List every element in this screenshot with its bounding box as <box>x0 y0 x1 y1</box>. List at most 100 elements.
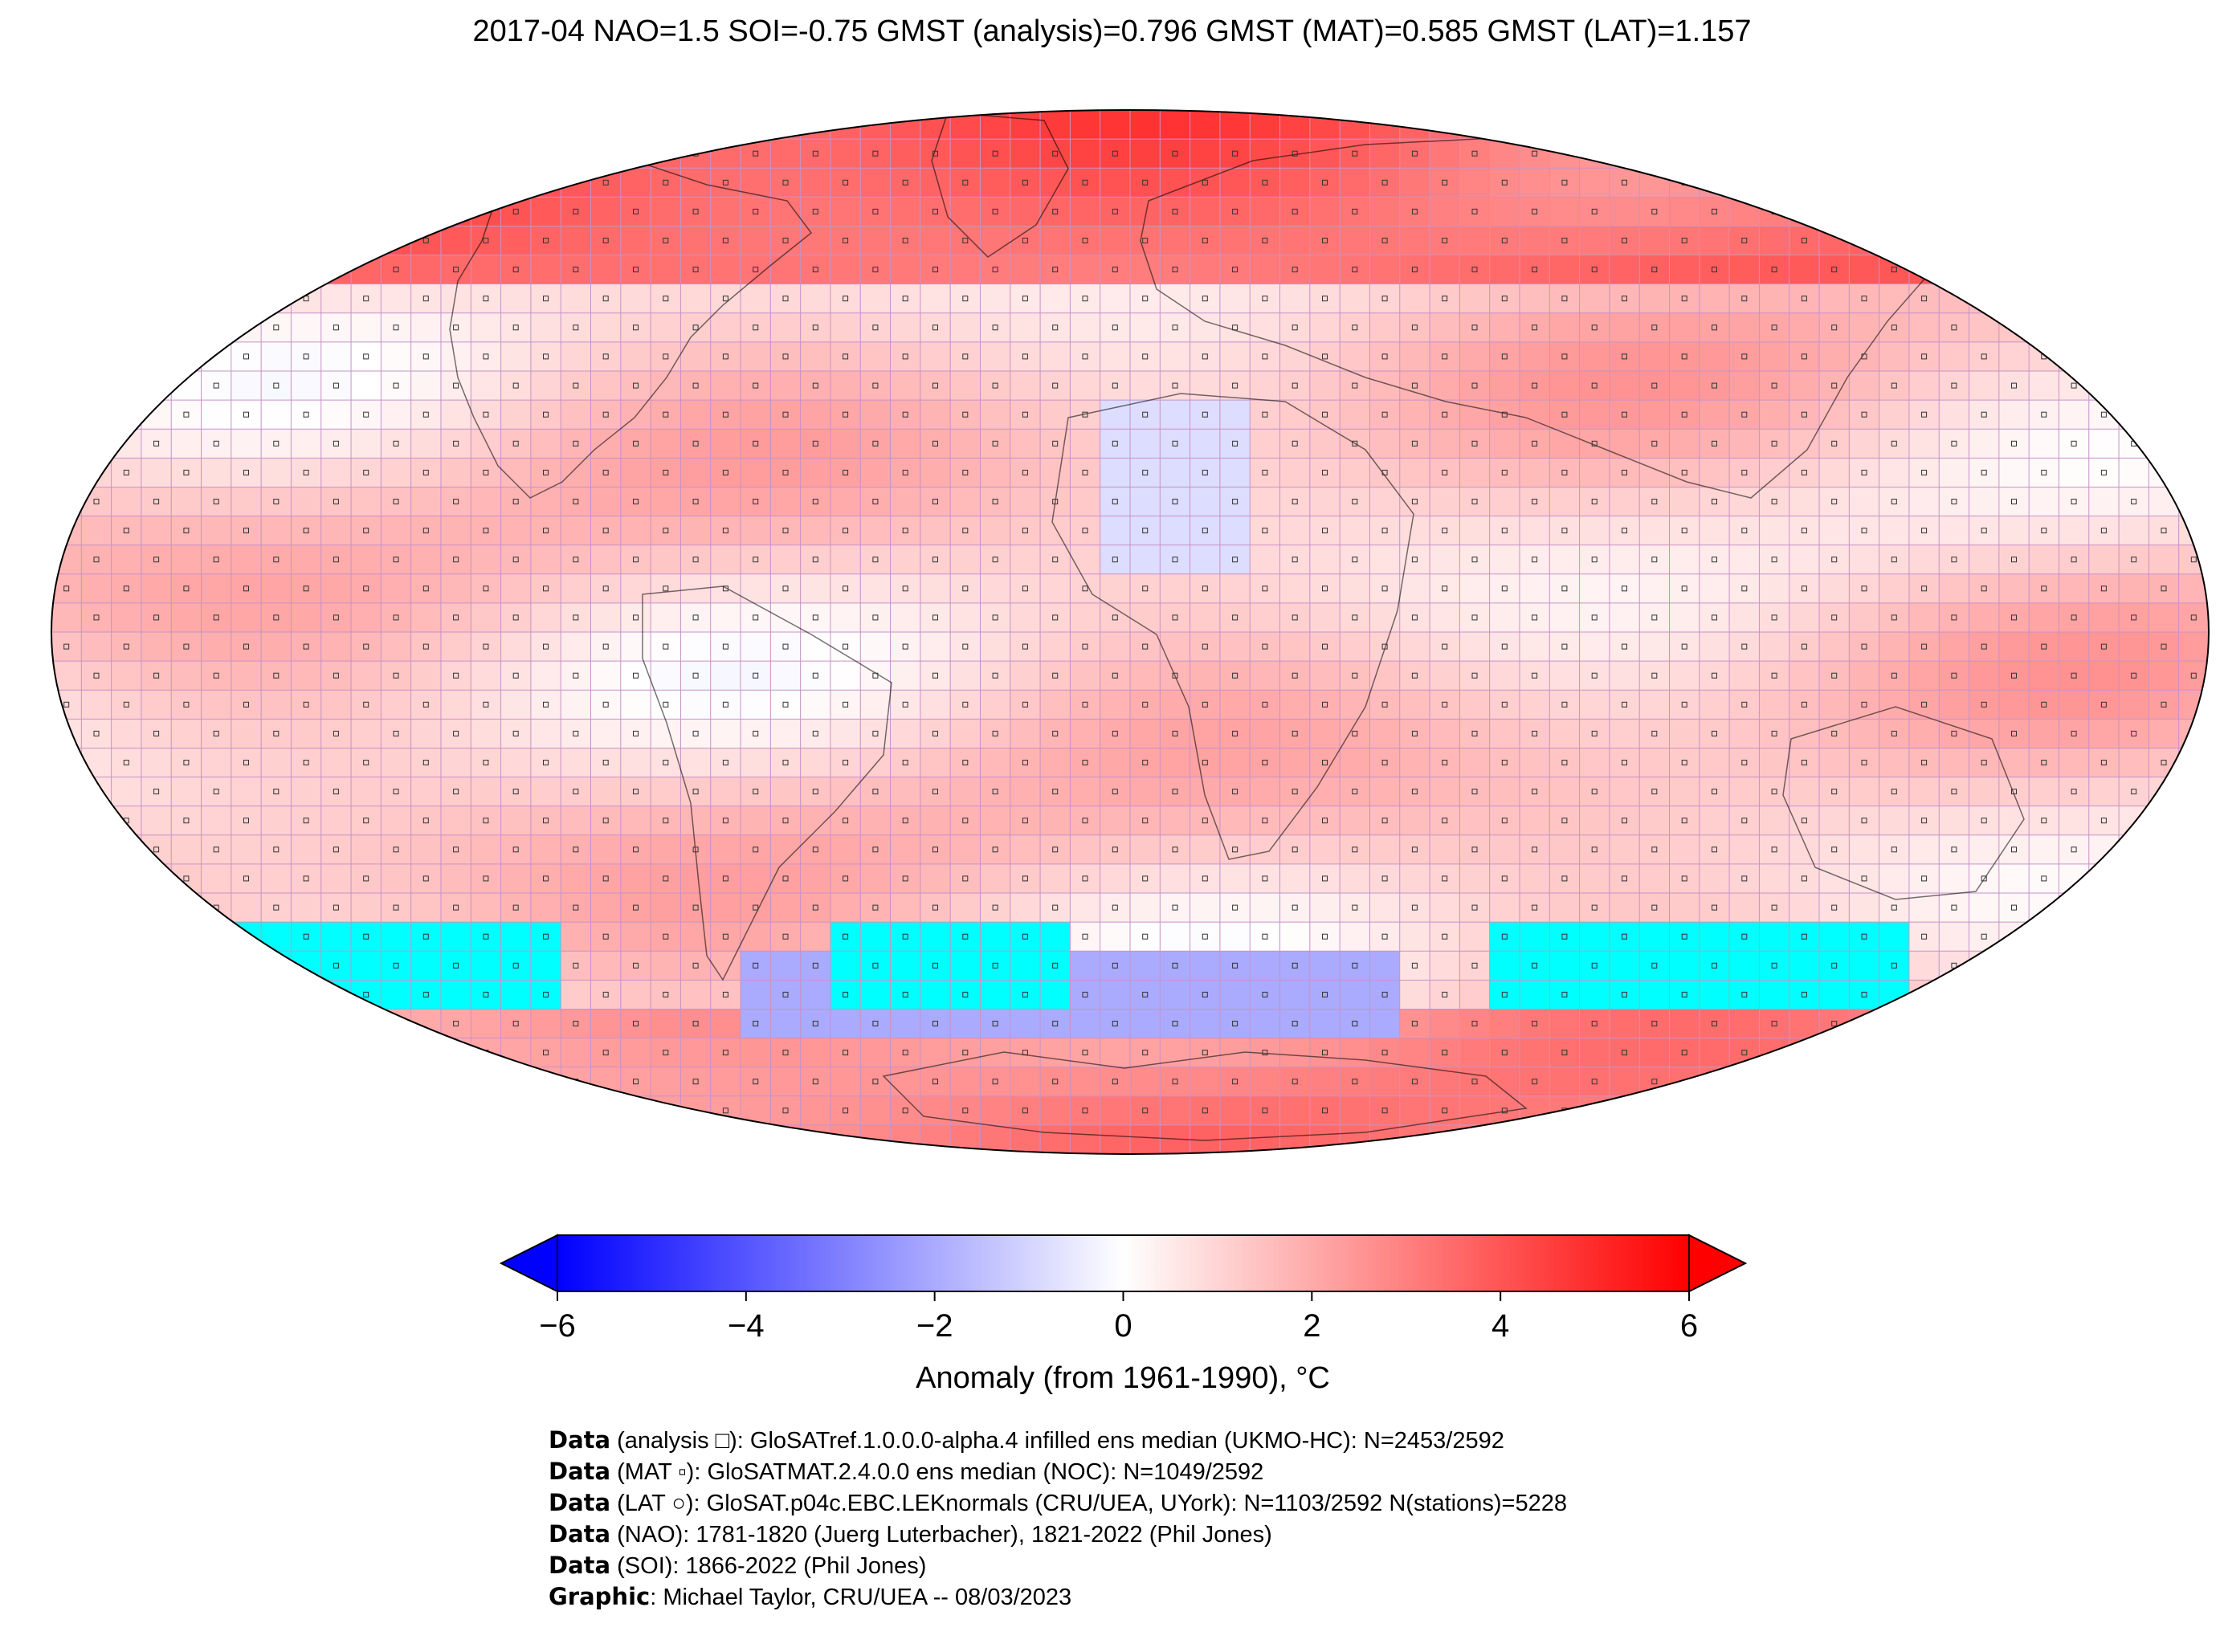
anomaly-cell <box>1939 719 1970 748</box>
anomaly-cell <box>1399 719 1430 748</box>
anomaly-cell <box>1279 312 1311 343</box>
anomaly-cell <box>1789 573 1820 604</box>
anomaly-cell <box>1100 893 1131 923</box>
anomaly-cell <box>561 197 591 226</box>
anomaly-cell <box>1639 429 1670 459</box>
anomaly-cell <box>471 429 502 459</box>
anomaly-cell <box>1489 573 1520 604</box>
anomaly-cell <box>2088 429 2120 459</box>
anomaly-cell <box>1489 834 1520 865</box>
anomaly-cell <box>1070 863 1101 894</box>
anomaly-cell <box>741 632 771 662</box>
anomaly-cell <box>440 226 471 256</box>
anomaly-cell <box>1549 341 1581 372</box>
anomaly-cell <box>561 777 591 807</box>
anomaly-cell <box>1250 487 1281 517</box>
anomaly-cell <box>471 255 502 285</box>
anomaly-cell <box>1759 545 1790 575</box>
anomaly-cell <box>1849 341 1880 372</box>
anomaly-cell <box>1549 748 1581 778</box>
world-map <box>51 109 2210 1155</box>
anomaly-cell <box>1040 516 1071 546</box>
anomaly-cell <box>1100 806 1131 836</box>
anomaly-cell <box>1369 834 1401 865</box>
anomaly-cell <box>1759 429 1790 459</box>
anomaly-cell <box>680 806 712 836</box>
anomaly-cell <box>830 341 861 372</box>
anomaly-cell <box>770 893 802 923</box>
anomaly-cell <box>500 400 532 430</box>
anomaly-cell <box>261 661 292 691</box>
anomaly-cell <box>770 255 802 285</box>
anomaly-cell <box>1849 400 1880 430</box>
anomaly-cell <box>410 602 442 633</box>
anomaly-cell <box>1160 139 1191 169</box>
anomaly-cell <box>1609 748 1640 778</box>
anomaly-cell <box>1998 458 2030 487</box>
credit-lead: Data <box>549 1520 611 1548</box>
anomaly-cell <box>440 312 471 343</box>
anomaly-cell <box>1369 341 1401 372</box>
anomaly-cell <box>1639 806 1670 836</box>
anomaly-cell <box>1849 922 1880 952</box>
anomaly-cell <box>1669 690 1700 720</box>
anomaly-cell <box>950 632 981 662</box>
anomaly-cell <box>1729 719 1760 748</box>
anomaly-cell <box>950 226 981 256</box>
anomaly-cell <box>1519 573 1550 604</box>
anomaly-cell <box>1070 197 1101 226</box>
anomaly-cell <box>561 283 591 314</box>
anomaly-cell <box>770 748 802 778</box>
anomaly-cell <box>590 690 622 720</box>
anomaly-cell <box>231 661 262 691</box>
anomaly-cell <box>1100 545 1131 575</box>
anomaly-cell <box>770 429 802 459</box>
anomaly-cell <box>770 139 802 169</box>
anomaly-cell <box>1609 312 1640 343</box>
anomaly-cell <box>1100 255 1131 285</box>
anomaly-cell <box>1579 429 1610 459</box>
anomaly-cell <box>1250 458 1281 487</box>
anomaly-cell <box>2029 690 2059 720</box>
anomaly-cell <box>1070 110 1101 140</box>
anomaly-cell <box>1160 400 1191 430</box>
anomaly-cell <box>381 602 412 633</box>
anomaly-cell <box>1070 806 1101 836</box>
anomaly-cell <box>1279 341 1311 372</box>
anomaly-cell <box>201 632 232 662</box>
anomaly-cell <box>261 863 292 894</box>
anomaly-cell <box>1040 893 1071 923</box>
colorbar-tick-label: 4 <box>1492 1308 1509 1344</box>
anomaly-cell <box>1340 255 1370 285</box>
anomaly-cell <box>2059 458 2090 487</box>
anomaly-cell <box>1609 777 1640 807</box>
anomaly-cell <box>291 341 322 372</box>
anomaly-cell <box>1579 197 1610 226</box>
anomaly-cell <box>1609 371 1640 401</box>
anomaly-cell <box>171 487 202 517</box>
anomaly-cell <box>920 487 951 517</box>
anomaly-cell <box>830 951 861 981</box>
anomaly-cell <box>860 429 892 459</box>
anomaly-cell <box>1309 834 1341 865</box>
anomaly-cell <box>320 429 352 459</box>
anomaly-cell <box>741 487 771 517</box>
anomaly-cell <box>51 632 82 662</box>
anomaly-cell <box>1489 719 1520 748</box>
anomaly-cell <box>111 690 142 720</box>
anomaly-cell <box>291 661 322 691</box>
anomaly-cell <box>710 168 741 198</box>
anomaly-cell <box>1609 197 1640 226</box>
anomaly-cell <box>1579 777 1610 807</box>
anomaly-cell <box>590 341 622 372</box>
anomaly-cell <box>1609 602 1640 633</box>
anomaly-cell <box>590 719 622 748</box>
anomaly-cell <box>1908 429 1940 459</box>
anomaly-cell <box>980 400 1011 430</box>
anomaly-cell <box>471 951 502 981</box>
anomaly-cell <box>1789 863 1820 894</box>
anomaly-cell <box>651 226 681 256</box>
anomaly-cell <box>1070 458 1101 487</box>
anomaly-cell <box>680 197 712 226</box>
anomaly-cell <box>1549 719 1581 748</box>
